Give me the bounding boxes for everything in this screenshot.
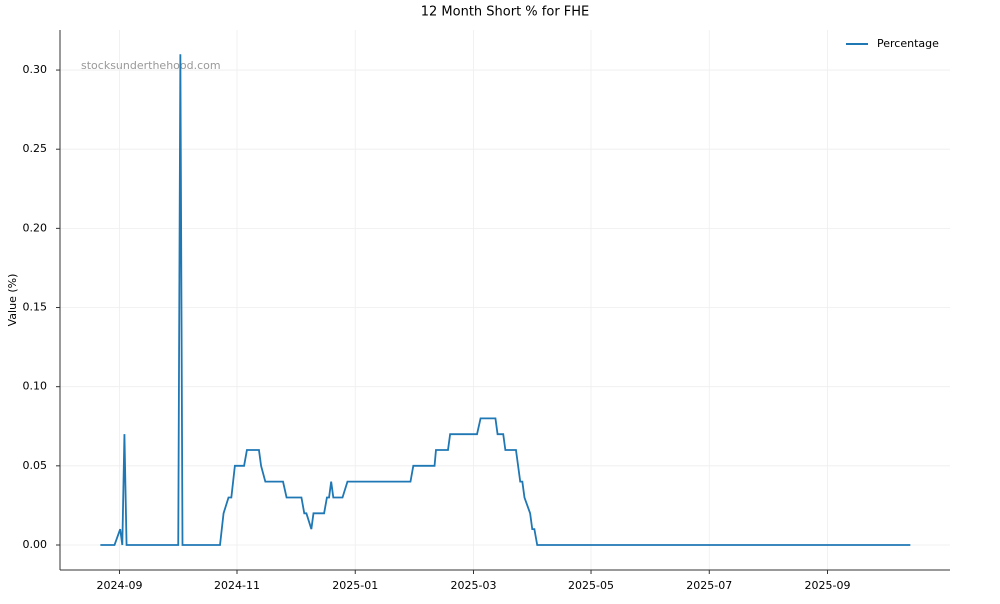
- y-tick-label: 0.05: [23, 459, 48, 472]
- watermark: stocksunderthehood.com: [81, 59, 221, 72]
- x-tick-label: 2025-03: [451, 579, 497, 592]
- x-tick-label: 2025-07: [686, 579, 732, 592]
- x-tick-label: 2025-01: [332, 579, 378, 592]
- legend-label: Percentage: [877, 37, 939, 50]
- y-tick-label: 0.20: [23, 221, 48, 234]
- y-tick-label: 0.00: [23, 538, 48, 551]
- y-tick-label: 0.25: [23, 142, 48, 155]
- x-tick-label: 2025-09: [805, 579, 851, 592]
- y-tick-label: 0.30: [23, 63, 48, 76]
- chart-title: 12 Month Short % for FHE: [421, 5, 590, 20]
- x-tick-label: 2024-09: [96, 579, 142, 592]
- x-tick-label: 2025-05: [568, 579, 614, 592]
- x-tick-label: 2024-11: [214, 579, 260, 592]
- y-tick-label: 0.15: [23, 301, 48, 314]
- y-tick-label: 0.10: [23, 380, 48, 393]
- line: [100, 54, 911, 546]
- y-axis-label: Value (%): [6, 274, 19, 327]
